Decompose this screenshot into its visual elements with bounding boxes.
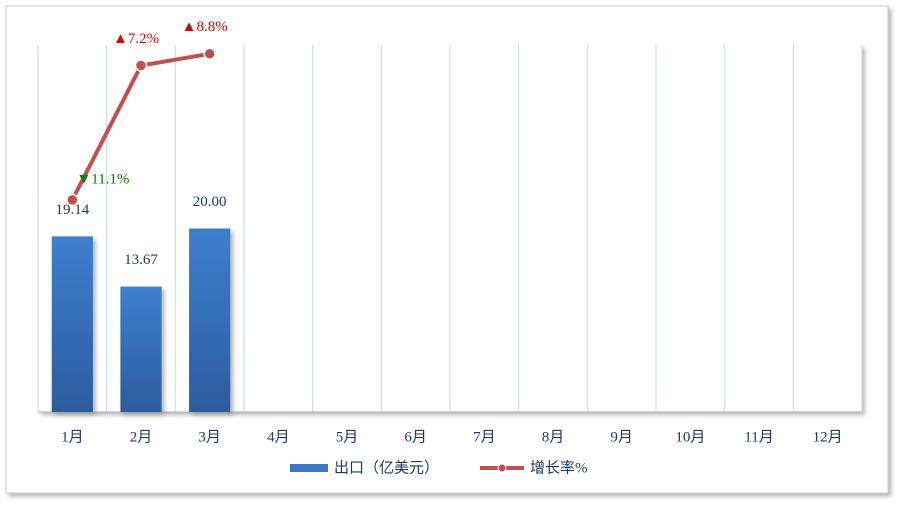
legend-label: 增长率% [530,459,588,476]
x-tick-label: 5月 [336,429,359,445]
legend-label: 出口（亿美元） [334,459,439,476]
bar [120,286,162,412]
data-label: 13.67 [124,252,158,268]
x-tick-label: 6月 [404,429,427,445]
x-tick-label: 4月 [267,429,290,445]
x-tick-label: 7月 [473,429,496,445]
x-tick-label: 9月 [610,429,633,445]
data-label: ▼11.1% [76,171,129,187]
data-label: ▲8.8% [182,19,228,35]
bar [189,228,231,412]
x-tick-label: 2月 [130,429,153,445]
x-tick-label: 3月 [198,429,221,445]
marker [66,193,79,207]
x-tick-label: 12月 [813,429,843,445]
data-label: 20.00 [193,194,227,210]
bar [51,236,93,412]
data-label: ▲7.2% [113,31,159,47]
legend-swatch [290,464,328,472]
marker [203,47,216,61]
legend-swatch [497,463,507,473]
x-tick-label: 1月 [61,429,84,445]
data-label: 19.14 [55,202,89,218]
x-tick-label: 11月 [744,429,773,445]
x-tick-label: 10月 [675,429,705,445]
x-tick-label: 8月 [542,429,565,445]
marker [134,59,148,72]
